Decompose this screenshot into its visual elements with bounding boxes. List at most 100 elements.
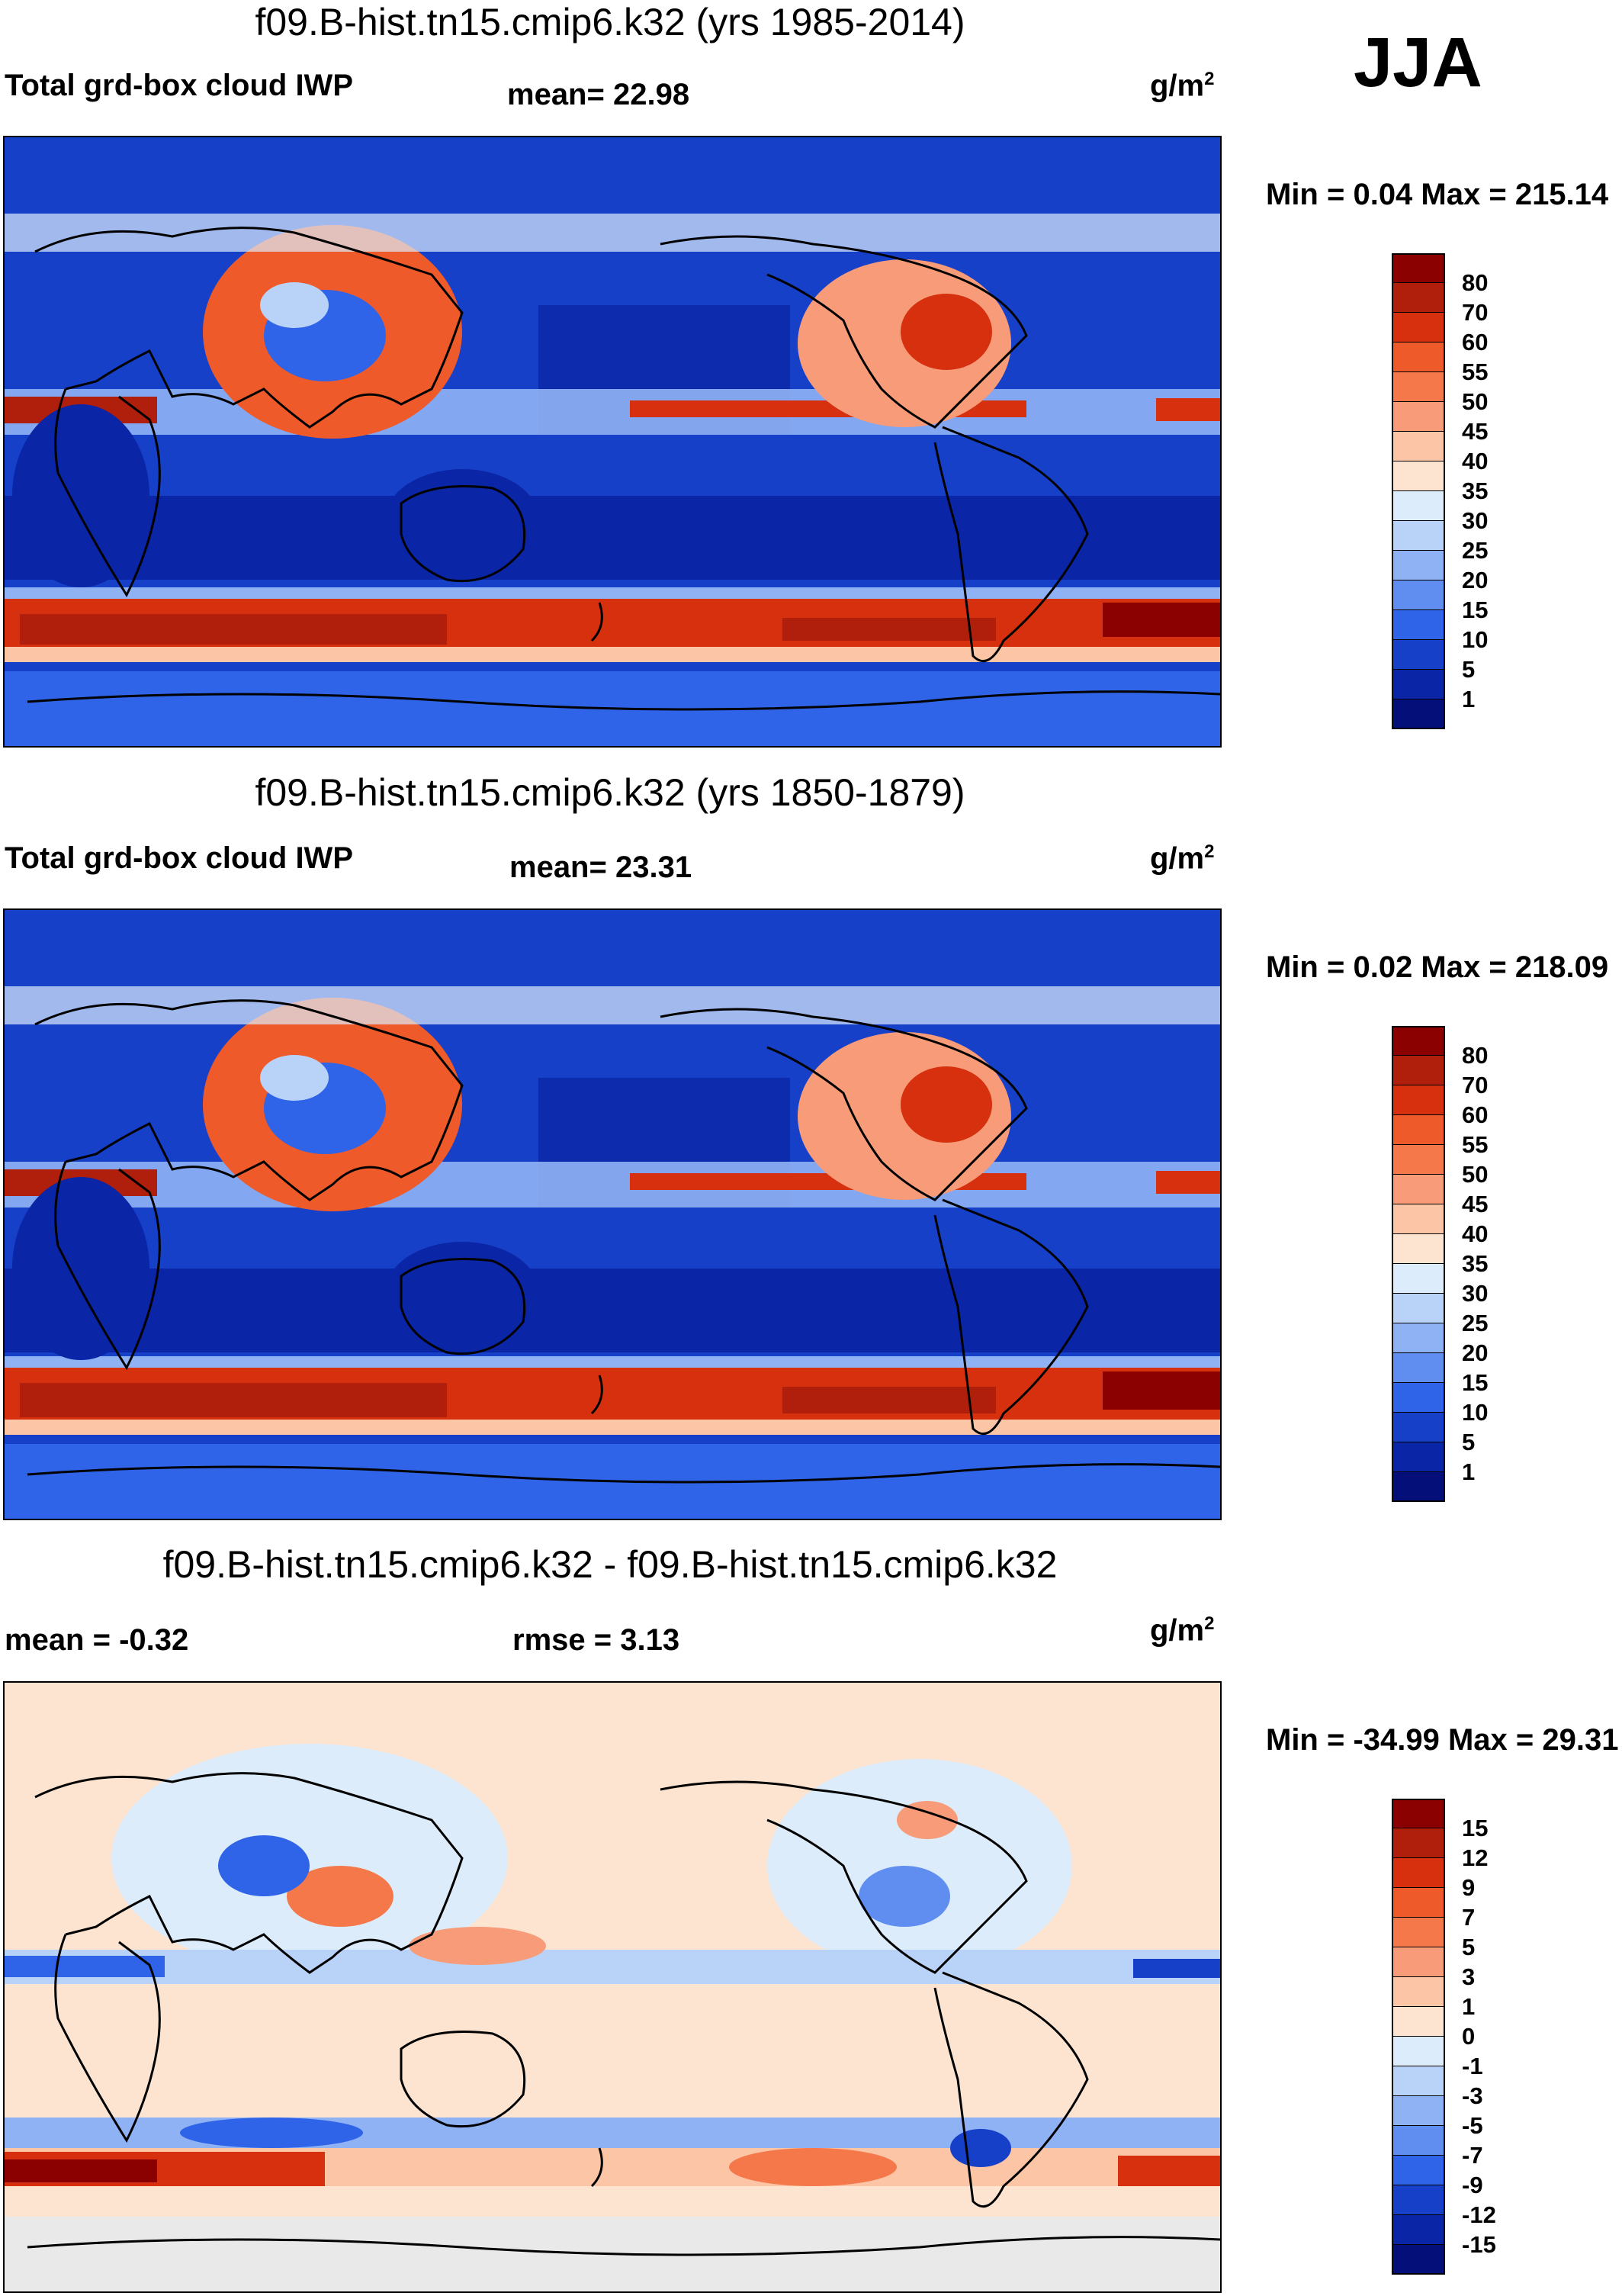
panel-1-units: g/m2 [1150,69,1215,103]
panel-3-map [3,1681,1222,2293]
colorbar-swatch [1392,580,1445,610]
colorbar-tick-label: 70 [1462,299,1489,326]
colorbar-tick-label: 15 [1462,1815,1489,1841]
colorbar-swatch [1392,699,1445,729]
colorbar-tick-label: 25 [1462,537,1489,564]
panel-3-minmax: Min = -34.99 Max = 29.31 [1266,1723,1619,1757]
colorbar-tick-label: 20 [1462,1339,1489,1366]
season-label: JJA [1354,24,1482,101]
colorbar-tick-label: 0 [1462,2023,1476,2050]
colorbar-swatch [1392,432,1445,461]
colorbar-swatch [1392,1204,1445,1234]
colorbar-swatch [1392,1888,1445,1918]
colorbar-tick-label: 3 [1462,1963,1476,1990]
colorbar-tick-label: 35 [1462,1250,1489,1277]
colorbar-swatch [1392,1323,1445,1353]
colorbar-tick-label: 35 [1462,478,1489,504]
colorbar-swatch [1392,1175,1445,1204]
colorbar-swatch [1392,2126,1445,2156]
colorbar-tick-label: 7 [1462,1904,1476,1931]
colorbar-swatch [1392,461,1445,491]
panel-2-units: g/m2 [1150,841,1215,876]
colorbar-swatch [1392,521,1445,551]
colorbar-tick-label: 5 [1462,656,1476,683]
panel-3-units: g/m2 [1150,1613,1215,1648]
colorbar-tick-label: 55 [1462,1131,1489,1158]
colorbar-tick-label: -5 [1462,2112,1483,2139]
colorbar-swatch [1392,2096,1445,2126]
panel-1-minmax: Min = 0.04 Max = 215.14 [1266,178,1609,211]
panel-2-variable-label: Total grd-box cloud IWP [5,841,353,875]
colorbar-swatch [1392,1234,1445,1264]
colorbar-swatch [1392,1026,1445,1056]
colorbar-tick-label: 10 [1462,626,1489,653]
colorbar-swatch [1392,2215,1445,2245]
colorbar-tick-label: 5 [1462,1934,1476,1960]
colorbar-swatch [1392,1085,1445,1115]
colorbar-swatch [1392,342,1445,372]
colorbar-tick-label: -3 [1462,2082,1483,2109]
colorbar-tick-label: 25 [1462,1310,1489,1336]
panel-2-minmax: Min = 0.02 Max = 218.09 [1266,950,1609,984]
colorbar-tick-label: 5 [1462,1429,1476,1455]
colorbar-swatch [1392,1472,1445,1502]
colorbar-tick-label: 55 [1462,359,1489,385]
panel-2-map [3,908,1222,1520]
colorbar-swatch [1392,2007,1445,2037]
colorbar-swatch [1392,2156,1445,2185]
panel-1-title: f09.B-hist.tn15.cmip6.k32 (yrs 1985-2014… [255,1,965,43]
colorbar-swatch [1392,491,1445,521]
colorbar-tick-label: 1 [1462,686,1476,712]
colorbar-swatch [1392,1056,1445,1085]
panel-3-map-canvas [5,1683,1220,2291]
colorbar-swatch [1392,1918,1445,1947]
colorbar-tick-label: -7 [1462,2142,1483,2169]
colorbar-swatch [1392,1413,1445,1442]
colorbar-tick-label: 10 [1462,1399,1489,1426]
colorbar-swatch [1392,1828,1445,1858]
colorbar-swatch [1392,610,1445,640]
colorbar-tick-label: 50 [1462,1161,1489,1188]
colorbar-tick-label: 1 [1462,1993,1476,2020]
panel-3-rmse-label: rmse = 3.13 [512,1623,680,1657]
colorbar-tick-label: 45 [1462,1191,1489,1217]
colorbar-tick-label: 40 [1462,1220,1489,1247]
colorbar-swatch [1392,1858,1445,1888]
colorbar-tick-label: 15 [1462,1369,1489,1396]
colorbar-swatch [1392,1353,1445,1383]
colorbar-tick-label: -12 [1462,2201,1496,2228]
colorbar-tick-label: 60 [1462,329,1489,355]
colorbar-tick-label: 1 [1462,1458,1476,1485]
colorbar-tick-label: -1 [1462,2053,1483,2079]
panel-1-map [3,136,1222,748]
colorbar-tick-label: -15 [1462,2231,1496,2258]
panel-1-map-canvas [5,137,1220,746]
panel-1-mean-label: mean= 22.98 [507,78,690,111]
colorbar-swatch [1392,1442,1445,1472]
colorbar-swatch [1392,2037,1445,2066]
colorbar-swatch [1392,1383,1445,1413]
colorbar-swatch [1392,640,1445,670]
colorbar-tick-label: 15 [1462,597,1489,623]
colorbar-swatch [1392,283,1445,313]
colorbar-tick-label: 80 [1462,269,1489,296]
colorbar-swatch [1392,1294,1445,1323]
colorbar-swatch [1392,313,1445,342]
colorbar-tick-label: 70 [1462,1072,1489,1098]
colorbar-swatch [1392,1115,1445,1145]
colorbar-tick-label: 12 [1462,1844,1489,1871]
colorbar-swatch [1392,1977,1445,2007]
colorbar-tick-label: 9 [1462,1874,1476,1901]
colorbar-tick-label: -9 [1462,2172,1483,2198]
colorbar-swatch [1392,402,1445,432]
colorbar-tick-label: 30 [1462,507,1489,534]
colorbar-swatch [1392,1947,1445,1977]
colorbar-swatch [1392,2185,1445,2215]
colorbar-swatch [1392,1799,1445,1828]
colorbar-tick-label: 30 [1462,1280,1489,1307]
colorbar-tick-label: 60 [1462,1101,1489,1128]
colorbar-tick-label: 20 [1462,567,1489,593]
panel-3-mean-label: mean = -0.32 [5,1623,189,1657]
colorbar-swatch [1392,1145,1445,1175]
colorbar-tick-label: 50 [1462,388,1489,415]
